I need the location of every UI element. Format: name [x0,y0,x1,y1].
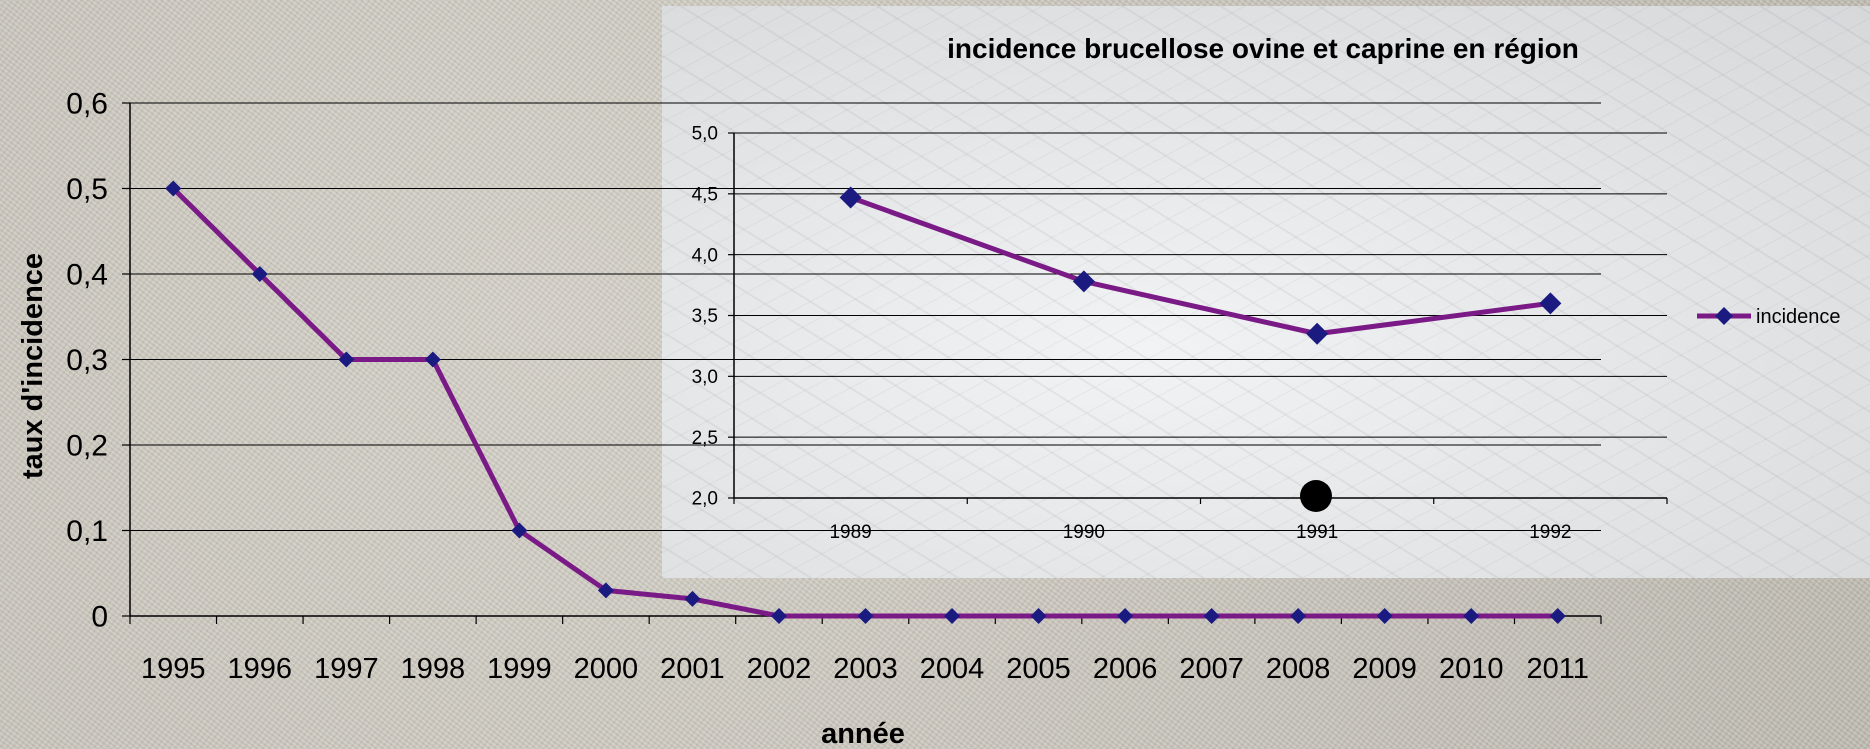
data-point [1549,608,1566,624]
inset-y-tick-labels: 2,0 2,5 3,0 3,5 4,0 4,5 5,0 [692,124,718,510]
series-line [170,186,1561,619]
x-tick-label: 2000 [574,653,639,685]
y-tick-label: 4,0 [692,245,718,266]
data-point [1290,608,1307,624]
x-tick-label: 2005 [1006,653,1071,685]
y-tick-label: 0,2 [66,430,108,463]
main-chart: 0 0,1 0,2 0,3 0,4 0,5 0,6 1995 1996 1997 1998 1999… [17,88,1602,749]
pointer-dot [1300,480,1332,512]
legend-label: incidence [1756,306,1841,328]
data-point [1030,608,1047,624]
y-tick-label: 0,3 [66,344,108,377]
data-point [1376,608,1393,624]
data-point [944,608,961,624]
main-series [165,180,1566,624]
x-tick-label: 2002 [747,653,812,685]
data-point [165,180,182,197]
x-tick-label: 1995 [141,653,206,685]
x-tick-label: 1992 [1529,522,1571,543]
inset-legend: incidence [1697,306,1841,328]
inset-gridlines [734,132,1667,438]
data-point [1463,608,1480,624]
x-tick-label: 2010 [1439,653,1504,685]
inset-x-tick-labels: 1989 1990 1991 1992 [829,522,1571,543]
data-point [770,608,787,624]
main-x-axis-label: année [821,718,905,749]
inset-axes [728,132,1668,504]
x-tick-label: 1997 [314,653,379,685]
inset-chart-title: incidence brucellose ovine et caprine en… [947,33,1579,64]
main-gridlines [130,102,1601,531]
x-tick-label: 1990 [1063,522,1105,543]
y-tick-label: 0,4 [66,259,108,292]
x-tick-label: 2003 [833,653,898,685]
x-tick-label: 2001 [660,653,725,685]
x-tick-label: 2004 [920,653,985,685]
data-point [1539,292,1562,315]
y-tick-label: 3,0 [692,367,718,388]
inset-chart: incidence brucellose ovine et caprine en… [692,33,1841,543]
y-tick-label: 0,1 [66,515,108,548]
x-tick-label: 2008 [1266,653,1331,685]
y-tick-label: 3,5 [692,306,718,327]
x-tick-label: 1991 [1296,522,1338,543]
data-point [857,608,874,624]
x-tick-label: 1989 [829,522,871,543]
x-tick-label: 2007 [1179,653,1244,685]
x-tick-label: 2011 [1527,653,1589,685]
series-line [848,194,1553,337]
main-y-tick-labels: 0 0,1 0,2 0,3 0,4 0,5 0,6 [66,88,108,634]
y-tick-label: 5,0 [692,124,718,145]
data-point [597,582,614,599]
data-point [684,590,701,607]
y-tick-label: 0,5 [66,173,108,206]
x-tick-label: 2009 [1352,653,1417,685]
data-point [251,266,268,282]
data-point [1203,608,1220,624]
inset-series [839,186,1562,345]
y-tick-label: 0,6 [66,88,108,121]
data-point [1306,322,1329,345]
y-tick-label: 0 [91,601,108,634]
data-point [1117,608,1134,624]
data-point [338,351,355,368]
data-point [839,186,862,209]
x-tick-label: 1998 [401,653,466,685]
main-x-tick-labels: 1995 1996 1997 1998 1999 2000 2001 2002 2003 2004… [141,653,1589,685]
y-tick-label: 2,0 [692,489,718,510]
x-tick-label: 1996 [228,653,293,685]
data-point [1072,270,1095,293]
data-point [511,522,528,539]
data-point [424,351,441,368]
y-tick-label: 2,5 [692,428,718,449]
legend-marker-swatch [1715,307,1733,325]
y-tick-label: 4,5 [692,184,718,205]
main-y-axis-label: taux d'incidence [17,253,49,479]
x-tick-label: 1999 [487,653,552,685]
inset-chart-panel [662,6,1870,578]
x-tick-label: 2006 [1093,653,1158,685]
